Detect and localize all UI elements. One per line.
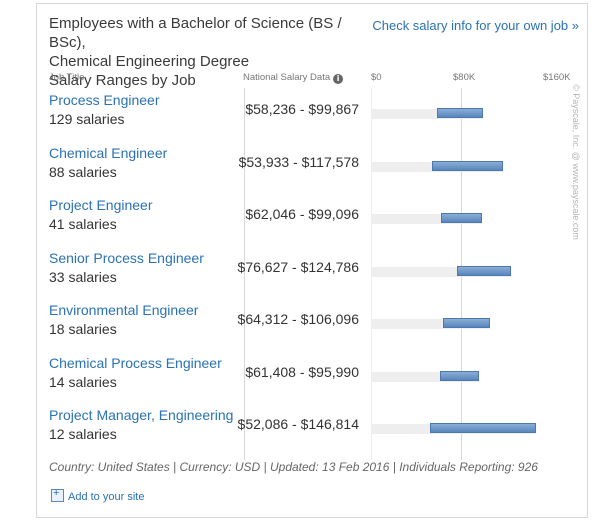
national-salary-column-header: National Salary Data i xyxy=(243,72,344,84)
info-icon[interactable]: i xyxy=(333,74,344,84)
footer-note: Country: United States | Currency: USD |… xyxy=(49,460,538,474)
salary-range-label: $64,312 - $106,096 xyxy=(237,311,359,327)
job-title-link[interactable]: Senior Process Engineer xyxy=(49,249,204,266)
salary-count: 33 salaries xyxy=(49,268,117,285)
salary-range-track xyxy=(371,319,491,329)
job-title-link[interactable]: Environmental Engineer xyxy=(49,302,199,318)
x-tick-label: $0 xyxy=(371,72,382,83)
watermark-text: © Payscale, Inc. @ www.payscale.com xyxy=(571,84,581,240)
title-line-3: Salary Ranges by Job xyxy=(49,72,196,89)
salary-row: Process Engineer 129 salaries $58,236 - $9… xyxy=(37,88,587,140)
salary-count: 12 salaries xyxy=(49,426,117,442)
salary-range-bar[interactable] xyxy=(443,318,491,328)
salary-count: 18 salaries xyxy=(49,321,117,337)
salary-row: Project Engineer 41 salaries $62,046 - $99… xyxy=(37,193,587,245)
payscale-watermark: © Payscale, Inc. @ www.payscale.com xyxy=(569,82,583,242)
salary-row: Environmental Engineer 18 salaries $64,312… xyxy=(37,298,587,350)
x-tick-label: $80K xyxy=(453,72,476,83)
salary-range-bar[interactable] xyxy=(457,265,512,276)
job-title-link[interactable]: Process Engineer xyxy=(49,92,160,108)
salary-range-label: $58,236 - $99,867 xyxy=(245,101,359,117)
salary-widget: Employees with a Bachelor of Science (BS… xyxy=(36,3,588,518)
salary-count: 88 salaries xyxy=(49,163,117,180)
salary-count: 14 salaries xyxy=(49,373,117,390)
add-to-site-label: Add to your site xyxy=(68,491,145,503)
national-salary-label: National Salary Data xyxy=(243,72,331,83)
job-title-link[interactable]: Chemical Process Engineer xyxy=(49,354,222,371)
salary-row: Project Manager, Engineering 12 salaries $… xyxy=(37,403,587,455)
job-title-link[interactable]: Chemical Engineer xyxy=(49,144,168,161)
job-title-column-header: Job Title xyxy=(49,72,85,83)
salary-range-track xyxy=(371,266,512,277)
check-salary-link[interactable]: Check salary info for your own job » xyxy=(372,18,579,33)
job-title-link[interactable]: Project Manager, Engineering xyxy=(49,407,234,423)
column-divider xyxy=(244,88,245,460)
salary-range-label: $76,627 - $124,786 xyxy=(237,258,359,275)
add-widget-icon xyxy=(51,487,64,502)
salary-range-label: $62,046 - $99,096 xyxy=(245,206,359,222)
x-tick-label: $160K xyxy=(543,72,571,83)
salary-range-bar[interactable] xyxy=(440,370,479,381)
salary-range-track xyxy=(371,371,479,382)
salary-range-bar[interactable] xyxy=(431,160,504,171)
chart-title: Employees with a Bachelor of Science (BS… xyxy=(49,14,369,90)
salary-count: 41 salaries xyxy=(49,216,117,232)
title-line-2: Chemical Engineering Degree xyxy=(49,53,250,70)
salary-range-bar[interactable] xyxy=(436,108,484,118)
salary-range-track xyxy=(371,109,484,119)
title-line-1: Employees with a Bachelor of Science (BS… xyxy=(49,15,342,51)
salary-range-label: $52,086 - $146,814 xyxy=(237,416,359,432)
salary-count: 129 salaries xyxy=(49,111,125,127)
salary-range-track xyxy=(371,214,483,224)
salary-range-label: $61,408 - $95,990 xyxy=(245,363,359,380)
salary-range-bar[interactable] xyxy=(440,213,483,223)
salary-row: Chemical Process Engineer 14 salaries $61,… xyxy=(37,351,587,403)
add-to-site-link[interactable]: Add to your site xyxy=(51,487,145,503)
salary-range-label: $53,933 - $117,578 xyxy=(238,153,359,170)
job-title-link[interactable]: Project Engineer xyxy=(49,197,153,213)
salary-row: Senior Process Engineer 33 salaries $76,62… xyxy=(37,246,587,298)
salary-row: Chemical Engineer 88 salaries $53,933 - $1… xyxy=(37,141,587,193)
salary-range-bar[interactable] xyxy=(429,423,537,433)
